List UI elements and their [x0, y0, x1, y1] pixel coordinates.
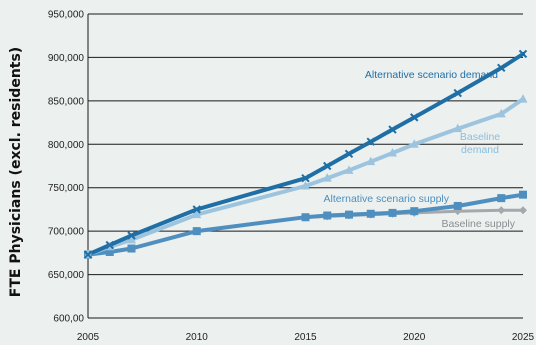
series-labels: Alternative scenario demand Baselinedeman… [324, 69, 516, 230]
data-point-marker [83, 250, 93, 259]
y-tick-label: 750,000 [48, 183, 85, 194]
y-tick-label: 700,000 [48, 227, 85, 238]
series-label: Alternative scenario demand [365, 69, 498, 81]
data-point-marker [301, 173, 310, 183]
data-point-marker [127, 234, 136, 244]
data-point-marker [127, 244, 136, 253]
data-point-marker [519, 190, 527, 199]
data-point-marker [497, 194, 506, 203]
data-point-marker [388, 125, 397, 134]
y-tick-label: 650,000 [48, 270, 85, 281]
x-axis-ticks: 2005 2010 2015 2020 2025 [77, 332, 535, 343]
data-point-marker [301, 213, 310, 222]
y-tick-label: 900,000 [48, 53, 85, 64]
data-point-marker [518, 49, 528, 59]
y-tick-label: 600,00 [53, 314, 84, 325]
data-point-marker [192, 227, 201, 236]
y-tick-label: 850,000 [48, 96, 85, 107]
series-markers [83, 49, 528, 259]
data-point-marker [453, 123, 463, 133]
data-point-marker [410, 113, 419, 122]
data-point-marker [388, 147, 397, 157]
data-point-marker [323, 161, 332, 171]
data-point-marker [497, 63, 506, 73]
data-point-marker [192, 209, 202, 219]
data-point-marker [344, 165, 354, 174]
x-tick-label: 2015 [294, 332, 317, 343]
data-point-marker [496, 108, 506, 118]
y-axis-label: FTE Physicians (excl. residents) [8, 47, 24, 297]
data-point-marker [453, 201, 462, 210]
data-point-marker [366, 209, 375, 218]
data-point-marker [410, 207, 419, 216]
data-point-marker [497, 206, 506, 215]
series-label: demand [461, 144, 499, 156]
y-axis-ticks: 600,00 650,000 700,000 750,000 800,000 850,00… [48, 10, 85, 325]
series-label: Baseline supply [441, 218, 515, 230]
y-tick-label: 950,000 [48, 10, 85, 21]
gridlines [87, 13, 523, 319]
data-point-marker [519, 206, 527, 215]
data-point-marker [345, 210, 353, 219]
data-point-marker [388, 208, 397, 217]
data-point-marker [453, 88, 462, 98]
x-tick-label: 2010 [186, 332, 209, 343]
data-point-marker [322, 173, 332, 182]
data-point-marker [344, 149, 354, 159]
data-point-marker [105, 240, 114, 250]
data-point-marker [301, 180, 310, 190]
y-tick-label: 800,000 [48, 140, 85, 151]
data-point-marker [105, 247, 114, 256]
x-tick-label: 2020 [403, 332, 426, 343]
data-point-marker [323, 211, 332, 220]
data-point-marker [192, 205, 201, 214]
data-point-marker [127, 231, 136, 240]
series-label: Alternative scenario supply [324, 193, 450, 205]
data-point-marker [366, 137, 375, 146]
series-label: Baseline [460, 131, 500, 143]
data-point-marker [366, 156, 376, 166]
data-point-marker [409, 139, 419, 148]
data-point-marker [518, 94, 528, 103]
x-tick-label: 2005 [77, 332, 100, 343]
x-tick-label: 2025 [512, 332, 535, 343]
